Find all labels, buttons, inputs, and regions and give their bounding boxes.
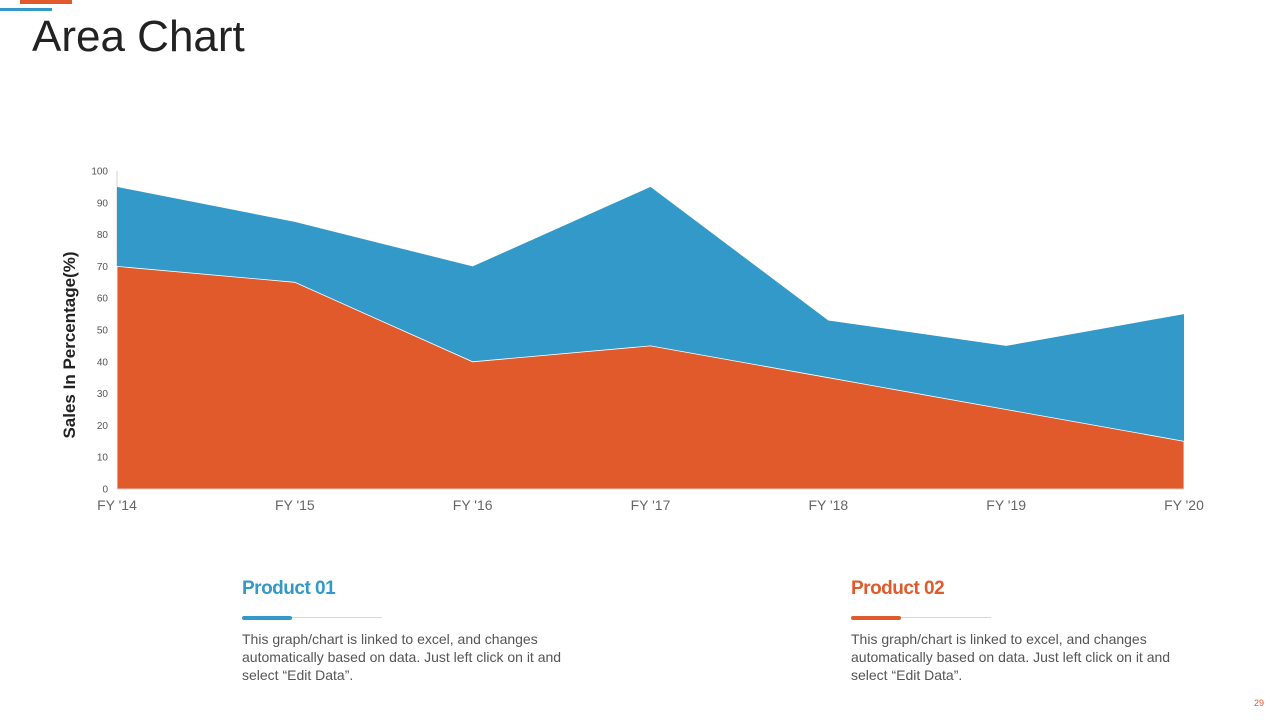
y-tick-label: 90 — [97, 198, 109, 209]
page-title: Area Chart — [32, 12, 245, 61]
slide-number: 29 — [1253, 698, 1264, 708]
product-02-card: Product 02 This graph/chart is linked to… — [851, 578, 1181, 684]
y-tick-label: 30 — [97, 389, 109, 400]
x-tick-label: FY '18 — [808, 497, 848, 513]
y-axis-label: Sales In Percentage(%) — [60, 251, 79, 439]
x-tick-label: FY '15 — [275, 497, 315, 513]
product-01-title: Product 01 — [242, 578, 336, 599]
product-01-divider — [242, 616, 382, 620]
y-tick-label: 20 — [97, 421, 109, 432]
x-tick-label: FY '16 — [453, 497, 493, 513]
y-axis: 0 10 20 30 40 50 60 70 80 90 100 — [91, 167, 118, 496]
y-tick-label: 0 — [102, 485, 108, 496]
series-layer — [116, 186, 1185, 490]
y-tick-label: 80 — [97, 230, 109, 241]
product-02-description: This graph/chart is linked to excel, and… — [851, 631, 1171, 683]
y-tick-label: 60 — [97, 294, 109, 305]
y-tick-label: 50 — [97, 326, 109, 337]
area-series-2 — [116, 265, 1185, 490]
x-axis: FY '14 FY '15 FY '16 FY '17 FY '18 FY '19 FY '… — [97, 488, 1204, 513]
x-tick-label: FY '14 — [97, 497, 137, 513]
product-02-divider — [851, 616, 991, 620]
product-01-card: Product 01 This graph/chart is linked to… — [242, 578, 572, 684]
product-02-title: Product 02 — [851, 578, 945, 599]
y-tick-label: 70 — [97, 262, 109, 273]
y-tick-label: 40 — [97, 357, 109, 368]
x-tick-label: FY '19 — [986, 497, 1026, 513]
x-tick-label: FY '20 — [1164, 497, 1204, 513]
top-accent-blue — [0, 8, 52, 11]
product-01-description: This graph/chart is linked to excel, and… — [242, 631, 562, 683]
x-tick-label: FY '17 — [631, 497, 671, 513]
y-tick-label: 100 — [91, 167, 108, 178]
y-tick-label: 10 — [97, 453, 109, 464]
top-accent-orange — [20, 0, 72, 4]
